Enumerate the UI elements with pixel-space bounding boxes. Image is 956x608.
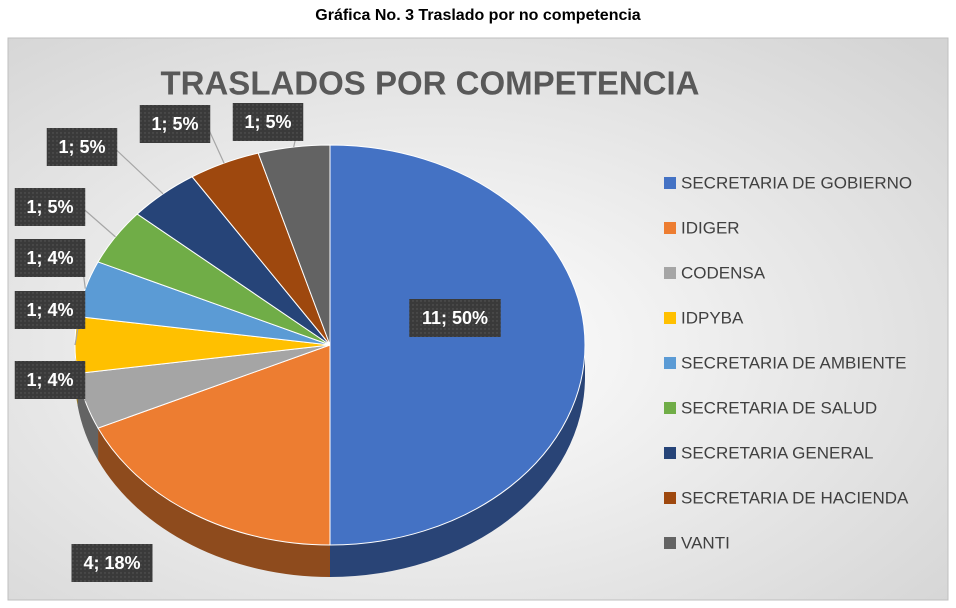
data-label: 1; 4% xyxy=(26,370,73,390)
legend: SECRETARIA DE GOBIERNO IDIGER CODENSA IDPYB… xyxy=(664,173,912,552)
data-label-box xyxy=(14,188,86,226)
data-labels: 11; 50% 4; 18% 1; 4% 1; 4% 1; 4% 1; 5% 1; 5% 1;… xyxy=(14,103,501,582)
data-label: 1; 4% xyxy=(26,248,73,268)
legend-swatch xyxy=(664,312,676,324)
data-label-box xyxy=(14,361,86,399)
legend-label: IDIGER xyxy=(681,218,740,237)
legend-swatch xyxy=(664,537,676,549)
data-label: 1; 5% xyxy=(26,197,73,217)
legend-label: SECRETARIA DE SALUD xyxy=(681,398,877,417)
data-label-box xyxy=(139,105,211,143)
data-label-box xyxy=(232,103,304,141)
legend-label: CODENSA xyxy=(681,263,766,282)
slice xyxy=(329,144,586,546)
data-label: 4; 18% xyxy=(83,553,140,573)
legend-swatch xyxy=(664,222,676,234)
legend-swatch xyxy=(664,357,676,369)
slice xyxy=(97,344,331,546)
data-label-box xyxy=(409,299,501,337)
legend-swatch xyxy=(664,447,676,459)
legend-swatch xyxy=(664,177,676,189)
legend-swatch xyxy=(664,267,676,279)
legend-label: SECRETARIA DE GOBIERNO xyxy=(681,173,912,192)
legend-label: IDPYBA xyxy=(681,308,744,327)
legend-label: VANTI xyxy=(681,533,730,552)
data-label-box xyxy=(14,291,86,329)
data-label: 1; 5% xyxy=(151,114,198,134)
leader-line xyxy=(112,146,164,195)
legend-label: SECRETARIA DE HACIENDA xyxy=(681,488,909,507)
legend-label: SECRETARIA GENERAL xyxy=(681,443,873,462)
data-label: 11; 50% xyxy=(422,308,488,328)
legend-swatch xyxy=(664,402,676,414)
pie xyxy=(74,144,586,577)
caption: Gráfica No. 3 Traslado por no competenci… xyxy=(315,7,641,24)
data-label-box xyxy=(46,128,118,166)
data-label: 1; 4% xyxy=(26,300,73,320)
chart-title: TRASLADOS POR COMPETENCIA xyxy=(160,65,699,102)
legend-swatch xyxy=(664,492,676,504)
data-label: 1; 5% xyxy=(58,137,105,157)
data-label-box xyxy=(71,544,153,582)
data-label: 1; 5% xyxy=(244,112,291,132)
legend-label: SECRETARIA DE AMBIENTE xyxy=(681,353,906,372)
slice-side xyxy=(330,345,585,577)
data-label-box xyxy=(14,239,86,277)
leader-line xyxy=(80,206,116,238)
